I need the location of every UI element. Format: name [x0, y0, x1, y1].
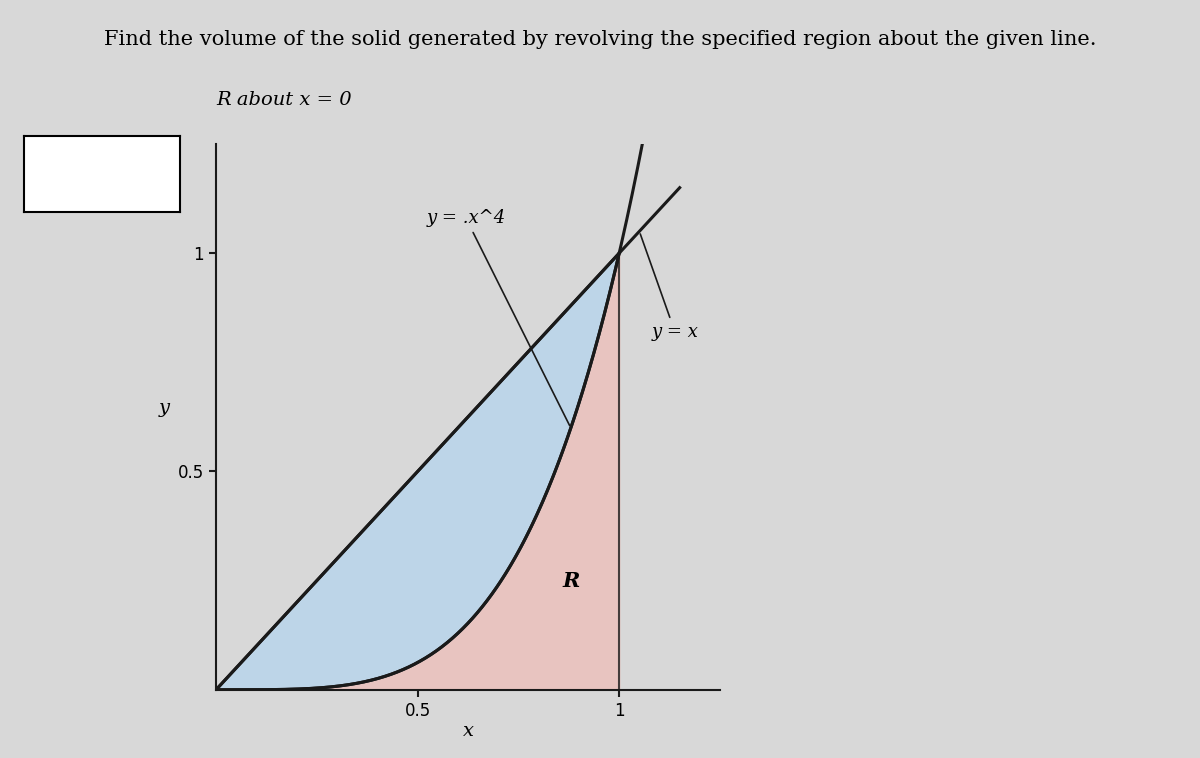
Text: y = x: y = x: [641, 234, 698, 341]
X-axis label: x: x: [462, 722, 474, 741]
Text: Find the volume of the solid generated by revolving the specified region about t: Find the volume of the solid generated b…: [103, 30, 1097, 49]
Text: R: R: [562, 571, 580, 590]
Text: y = .x^4: y = .x^4: [426, 209, 570, 425]
Text: R about x = 0: R about x = 0: [216, 91, 352, 109]
Y-axis label: y: y: [158, 399, 169, 417]
